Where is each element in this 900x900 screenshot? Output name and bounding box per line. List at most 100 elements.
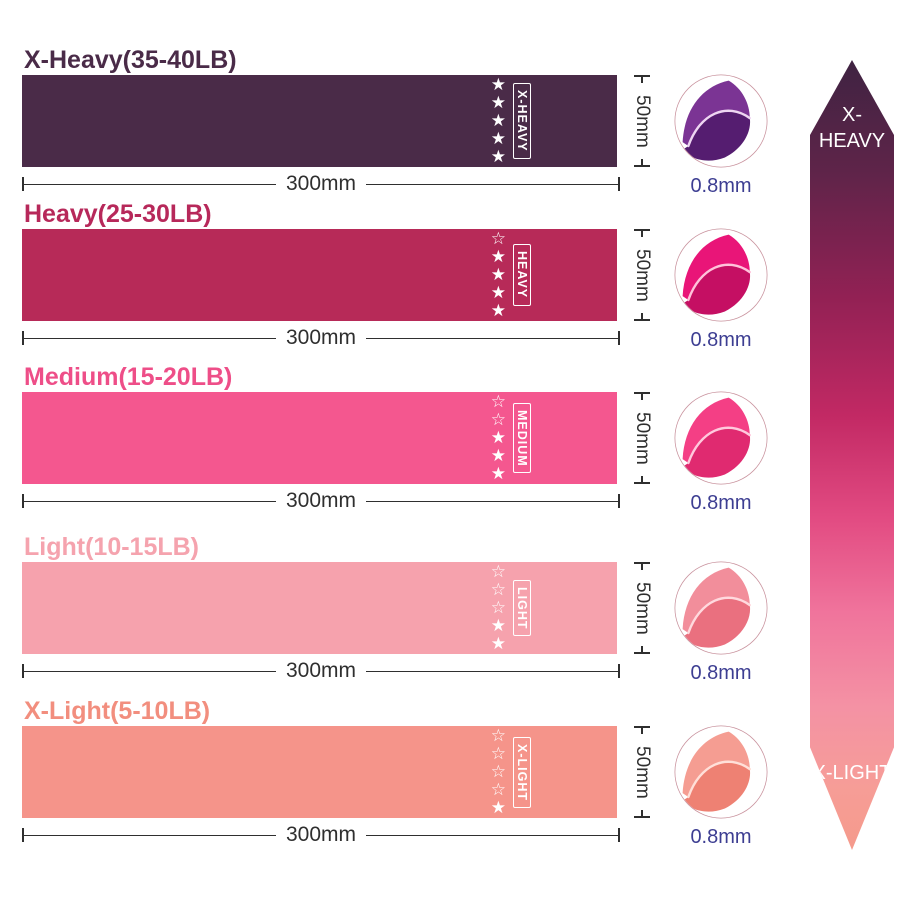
height-dimension-label: 50mm: [632, 411, 653, 465]
width-dimension-label: 300mm: [285, 326, 357, 349]
dim-tick-right: [618, 828, 620, 842]
dim-tick-bottom: [634, 809, 650, 818]
star-filled-icon: ★: [490, 616, 506, 635]
star-outline-icon: ☆: [490, 780, 506, 799]
band-swatch: ☆ ☆ ☆ ★ ★ LIGHT: [22, 562, 617, 654]
star-filled-icon: ★: [490, 265, 506, 284]
star-filled-icon: ★: [490, 464, 506, 483]
width-dimension-label: 300mm: [285, 823, 357, 846]
band-badge: ☆ ☆ ☆ ★ ★ LIGHT: [491, 563, 531, 653]
band-badge: ☆ ★ ★ ★ ★ HEAVY: [491, 230, 531, 320]
width-dimension: 300mm: [22, 824, 620, 846]
dim-tick-top: [634, 75, 650, 83]
band-title: X-Heavy(35-40LB): [24, 46, 237, 74]
star-filled-icon: ★: [490, 93, 506, 112]
thickness-sample: 0.8mm: [646, 73, 796, 198]
band-vertical-label: X-LIGHT: [513, 736, 531, 808]
band-title: Light(10-15LB): [24, 533, 199, 561]
dim-line: [366, 337, 618, 339]
star-filled-icon: ★: [490, 283, 506, 302]
width-dimension-label: 300mm: [285, 489, 357, 512]
height-dimension: 50mm: [631, 392, 653, 484]
width-dimension-label: 300mm: [285, 659, 357, 682]
dim-tick-right: [618, 494, 620, 508]
dim-tick-bottom: [634, 645, 650, 654]
folded-band-image: [674, 561, 768, 655]
band-section-x-light: X-Light(5-10LB) ☆ ☆ ☆ ☆ ★ X-LIGHT 50mm 300mm: [22, 697, 822, 848]
star-filled-icon: ★: [490, 634, 506, 653]
dim-line: [366, 500, 618, 502]
band-swatch: ☆ ☆ ☆ ☆ ★ X-LIGHT: [22, 726, 617, 818]
star-filled-icon: ★: [490, 129, 506, 148]
height-dimension-label: 50mm: [632, 581, 653, 635]
height-dimension: 50mm: [631, 229, 653, 321]
band-vertical-label: X-HEAVY: [513, 83, 531, 159]
dim-line: [366, 183, 618, 185]
height-dimension: 50mm: [631, 75, 653, 167]
dim-tick-right: [618, 331, 620, 345]
dim-tick-bottom: [634, 158, 650, 167]
band-badge: ☆ ☆ ☆ ☆ ★ X-LIGHT: [491, 727, 531, 817]
band-section-medium: Medium(15-20LB) ☆ ☆ ★ ★ ★ MEDIUM 50mm 300mm: [22, 364, 822, 515]
star-filled-icon: ★: [490, 428, 506, 447]
height-dimension: 50mm: [631, 562, 653, 654]
band-section-x-heavy: X-Heavy(35-40LB) ★ ★ ★ ★ ★ X-HEAVY 50mm 300m…: [22, 46, 822, 198]
band-title: Heavy(25-30LB): [24, 200, 212, 228]
star-rating: ★ ★ ★ ★ ★: [491, 76, 506, 166]
star-filled-icon: ★: [490, 75, 506, 94]
band-badge: ★ ★ ★ ★ ★ X-HEAVY: [491, 76, 531, 166]
band-section-light: Light(10-15LB) ☆ ☆ ☆ ★ ★ LIGHT 50mm 300mm: [22, 533, 822, 684]
width-dimension: 300mm: [22, 490, 620, 512]
band-title: X-Light(5-10LB): [24, 697, 211, 725]
band-swatch: ☆ ☆ ★ ★ ★ MEDIUM: [22, 392, 617, 484]
dim-tick-left: [22, 177, 24, 191]
resistance-scale-arrow: X-HEAVY X-LIGHT: [810, 60, 894, 850]
dim-line: [24, 834, 276, 836]
folded-band-image: [674, 725, 768, 819]
thickness-label: 0.8mm: [690, 175, 752, 197]
width-dimension-label: 300mm: [285, 172, 357, 195]
dim-tick-top: [634, 726, 650, 734]
band-vertical-label: MEDIUM: [513, 402, 531, 474]
star-filled-icon: ★: [490, 301, 506, 320]
dim-line: [24, 670, 276, 672]
dim-line: [366, 670, 618, 672]
dim-tick-top: [634, 562, 650, 570]
star-rating: ☆ ☆ ☆ ★ ★: [491, 563, 506, 653]
star-rating: ☆ ☆ ★ ★ ★: [491, 393, 506, 483]
star-outline-icon: ☆: [490, 598, 506, 617]
star-rating: ☆ ☆ ☆ ☆ ★: [491, 727, 506, 817]
dim-tick-top: [634, 229, 650, 237]
star-outline-icon: ☆: [490, 726, 506, 745]
dim-tick-left: [22, 664, 24, 678]
height-dimension-label: 50mm: [632, 94, 653, 148]
star-outline-icon: ☆: [490, 410, 506, 429]
thickness-label: 0.8mm: [690, 826, 752, 848]
dim-line: [24, 500, 276, 502]
dim-line: [24, 337, 276, 339]
dim-tick-left: [22, 494, 24, 508]
height-dimension-label: 50mm: [632, 745, 653, 799]
folded-band-image: [674, 74, 768, 168]
star-outline-icon: ☆: [490, 762, 506, 781]
band-swatch: ★ ★ ★ ★ ★ X-HEAVY: [22, 75, 617, 167]
dim-tick-bottom: [634, 475, 650, 484]
thickness-sample: 0.8mm: [646, 390, 796, 515]
star-filled-icon: ★: [490, 798, 506, 817]
band-swatch: ☆ ★ ★ ★ ★ HEAVY: [22, 229, 617, 321]
width-dimension: 300mm: [22, 327, 620, 349]
dim-line: [366, 834, 618, 836]
folded-band-image: [674, 391, 768, 485]
folded-band-image: [674, 228, 768, 322]
dim-line: [24, 183, 276, 185]
dim-tick-right: [618, 664, 620, 678]
thickness-label: 0.8mm: [690, 329, 752, 351]
dim-tick-top: [634, 392, 650, 400]
star-filled-icon: ★: [490, 446, 506, 465]
height-dimension-label: 50mm: [632, 248, 653, 302]
dim-tick-left: [22, 828, 24, 842]
height-dimension: 50mm: [631, 726, 653, 818]
band-vertical-label: LIGHT: [513, 579, 531, 637]
band-vertical-label: HEAVY: [513, 244, 531, 306]
